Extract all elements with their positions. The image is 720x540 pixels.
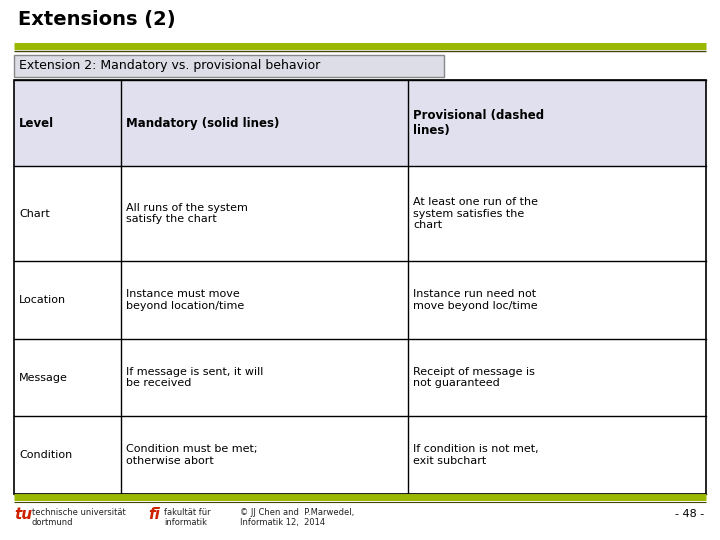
Text: Extensions (2): Extensions (2)	[18, 10, 176, 29]
Text: At least one run of the
system satisfies the
chart: At least one run of the system satisfies…	[413, 197, 539, 230]
Text: Message: Message	[19, 373, 68, 382]
Text: © JJ Chen and  P.Marwedel,
Informatik 12,  2014: © JJ Chen and P.Marwedel, Informatik 12,…	[240, 508, 354, 528]
Text: If condition is not met,
exit subchart: If condition is not met, exit subchart	[413, 444, 539, 466]
Text: Provisional (dashed
lines): Provisional (dashed lines)	[413, 109, 544, 137]
Text: Level: Level	[19, 117, 54, 130]
Text: - 48 -: - 48 -	[675, 509, 704, 519]
Text: Condition must be met;
otherwise abort: Condition must be met; otherwise abort	[126, 444, 258, 466]
Text: technische universität
dortmund: technische universität dortmund	[32, 508, 126, 528]
Text: Location: Location	[19, 295, 66, 305]
Text: Instance must move
beyond location/time: Instance must move beyond location/time	[126, 289, 245, 310]
Text: fakultät für
informatik: fakultät für informatik	[164, 508, 211, 528]
Text: Mandatory (solid lines): Mandatory (solid lines)	[126, 117, 279, 130]
Text: tu: tu	[14, 507, 32, 522]
Text: fi: fi	[148, 507, 160, 522]
Text: If message is sent, it will
be received: If message is sent, it will be received	[126, 367, 264, 388]
Text: Condition: Condition	[19, 450, 72, 460]
FancyBboxPatch shape	[14, 55, 444, 77]
Text: Receipt of message is
not guaranteed: Receipt of message is not guaranteed	[413, 367, 535, 388]
Bar	[14, 80, 706, 166]
Text: All runs of the system
satisfy the chart: All runs of the system satisfy the chart	[126, 203, 248, 225]
Text: Extension 2: Mandatory vs. provisional behavior: Extension 2: Mandatory vs. provisional b…	[19, 59, 320, 72]
Text: Instance run need not
move beyond loc/time: Instance run need not move beyond loc/ti…	[413, 289, 538, 310]
Text: Chart: Chart	[19, 208, 50, 219]
